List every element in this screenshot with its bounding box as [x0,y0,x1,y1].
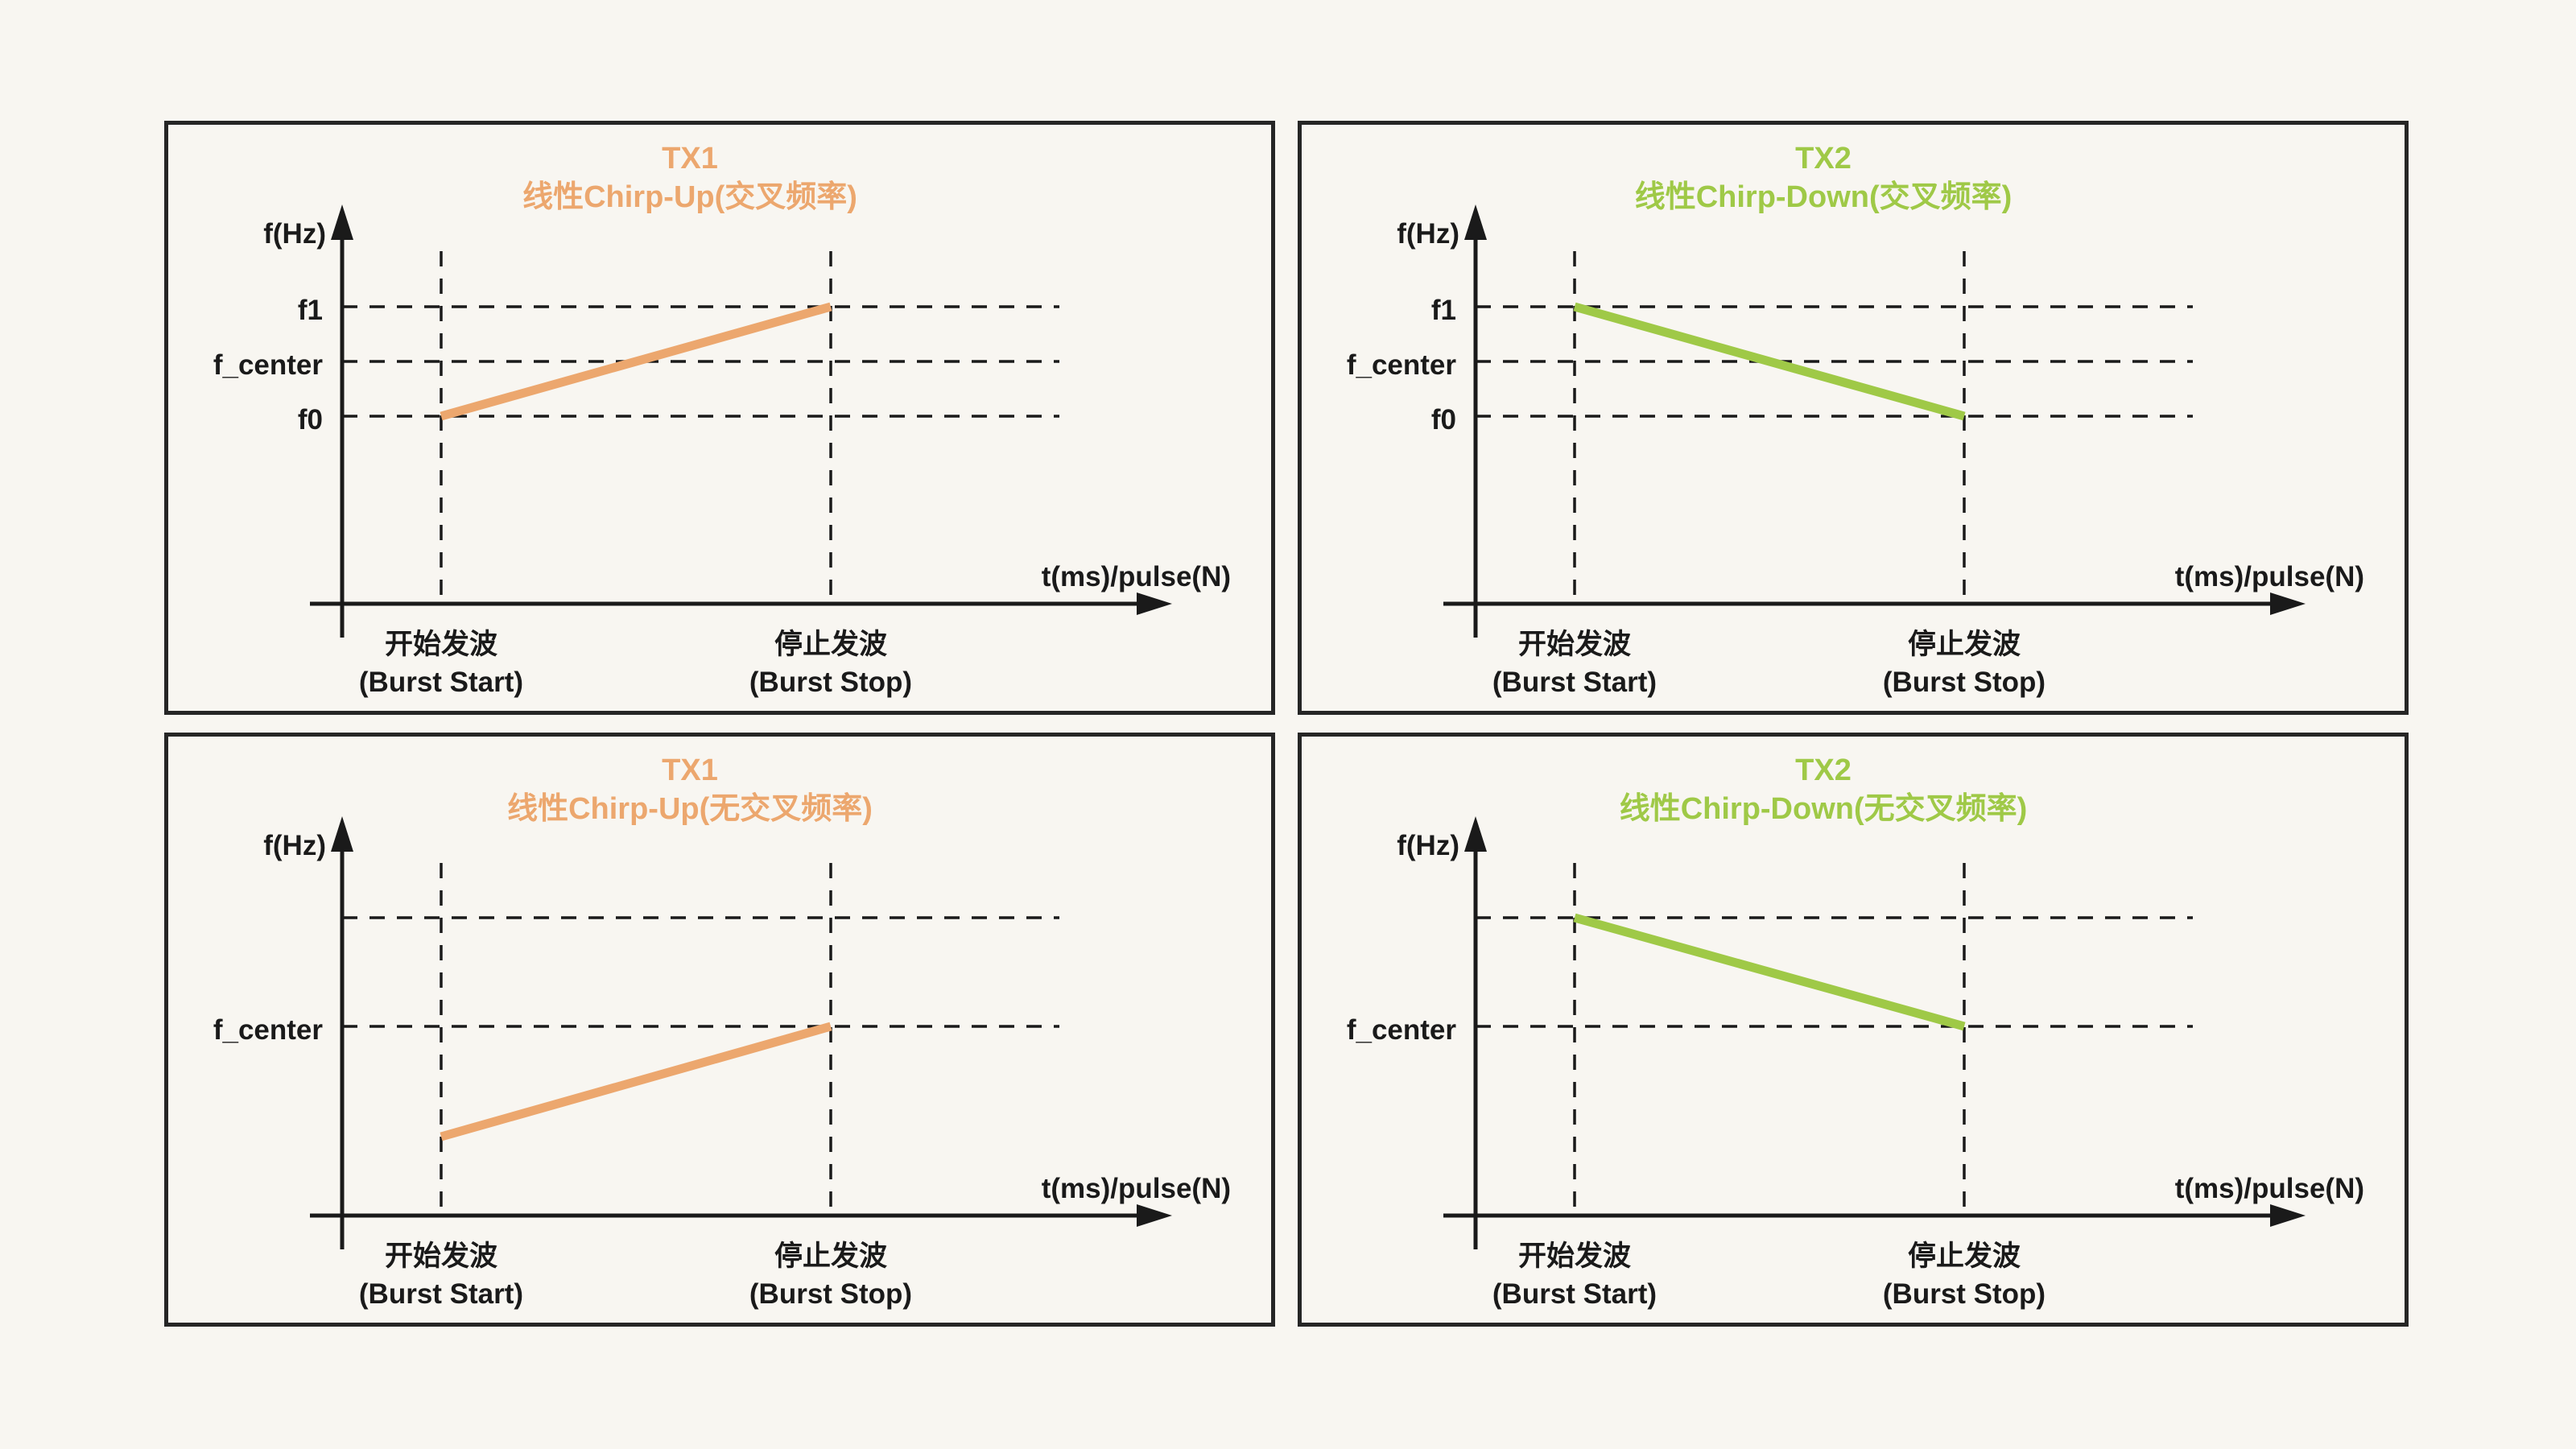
burst-start-label-zh: 开始发波 [384,629,497,660]
y-tick-label-f-center: f_center [213,1014,323,1046]
x-tick-burst-start: 开始发波 (Burst Start) [272,1237,610,1313]
x-axis-label: t(ms)/pulse(N) [1041,561,1231,592]
y-tick-label-f-center: f_center [213,349,323,381]
burst-stop-label-en: (Burst Stop) [749,1278,913,1310]
panel-tx2-chirp-down-crossed: TX2 线性Chirp-Down(交叉频率) f(Hz) t(ms)/pulse… [1298,121,2409,715]
burst-stop-label-zh: 停止发波 [1907,629,2021,660]
y-tick-label-f-center: f_center [1346,349,1456,381]
burst-start-label-en: (Burst Start) [1492,667,1657,698]
burst-start-label-zh: 开始发波 [384,1241,497,1272]
panel-tx1-chirp-up-crossed: TX1 线性Chirp-Up(交叉频率) f(Hz) t(ms)/pulse(N… [164,121,1275,715]
panel-title: TX1 线性Chirp-Up(交叉频率) [168,139,1212,217]
burst-stop-label-zh: 停止发波 [774,1241,887,1272]
panel-title: TX2 线性Chirp-Down(交叉频率) [1302,139,2345,217]
y-tick-label-f1: f1 [297,295,323,326]
panel-title: TX2 线性Chirp-Down(无交叉频率) [1302,751,2345,828]
x-axis-label: t(ms)/pulse(N) [2174,561,2364,592]
y-tick-label-f-center: f_center [1346,1014,1456,1046]
burst-start-label-en: (Burst Start) [1492,1278,1657,1310]
panel-title-line1: TX1 [662,142,718,175]
y-axis-label: f(Hz) [263,218,326,250]
x-tick-burst-stop: 停止发波 (Burst Stop) [1795,1237,2133,1313]
burst-stop-label-en: (Burst Stop) [1882,1278,2046,1310]
x-tick-burst-start: 开始发波 (Burst Start) [272,625,610,701]
burst-stop-label-en: (Burst Stop) [749,667,913,698]
y-tick-label-f0: f0 [297,404,323,436]
y-axis-label: f(Hz) [1397,830,1459,861]
burst-stop-label-zh: 停止发波 [1907,1241,2021,1272]
panel-title-line1: TX1 [662,753,718,787]
panel-title-line2: 线性Chirp-Down(无交叉频率) [1619,792,2028,826]
y-tick-label-f0: f0 [1430,404,1456,436]
x-axis-label: t(ms)/pulse(N) [1041,1173,1231,1204]
panel-title-line2: 线性Chirp-Down(交叉频率) [1634,180,2013,214]
burst-start-label-zh: 开始发波 [1517,1241,1631,1272]
burst-stop-label-en: (Burst Stop) [1882,667,2046,698]
burst-start-label-en: (Burst Start) [358,667,524,698]
x-tick-burst-stop: 停止发波 (Burst Stop) [662,625,1000,701]
burst-start-label-zh: 开始发波 [1517,629,1631,660]
x-axis-label: t(ms)/pulse(N) [2174,1173,2364,1204]
panel-tx1-chirp-up-noncrossed: TX1 线性Chirp-Up(无交叉频率) f(Hz) t(ms)/pulse(… [164,733,1275,1327]
burst-start-label-en: (Burst Start) [358,1278,524,1310]
panel-title-line2: 线性Chirp-Up(无交叉频率) [507,792,873,826]
y-axis-label: f(Hz) [1397,218,1459,250]
panel-tx2-chirp-down-noncrossed: TX2 线性Chirp-Down(无交叉频率) f(Hz) t(ms)/puls… [1298,733,2409,1327]
x-tick-burst-stop: 停止发波 (Burst Stop) [662,1237,1000,1313]
panel-title-line1: TX2 [1795,142,1852,175]
burst-stop-label-zh: 停止发波 [774,629,887,660]
panel-title-line1: TX2 [1795,753,1852,787]
x-tick-burst-start: 开始发波 (Burst Start) [1406,1237,1744,1313]
panel-title: TX1 线性Chirp-Up(无交叉频率) [168,751,1212,828]
y-tick-label-f1: f1 [1430,295,1456,326]
y-axis-label: f(Hz) [263,830,326,861]
x-tick-burst-stop: 停止发波 (Burst Stop) [1795,625,2133,701]
x-tick-burst-start: 开始发波 (Burst Start) [1406,625,1744,701]
panel-title-line2: 线性Chirp-Up(交叉频率) [522,180,857,214]
